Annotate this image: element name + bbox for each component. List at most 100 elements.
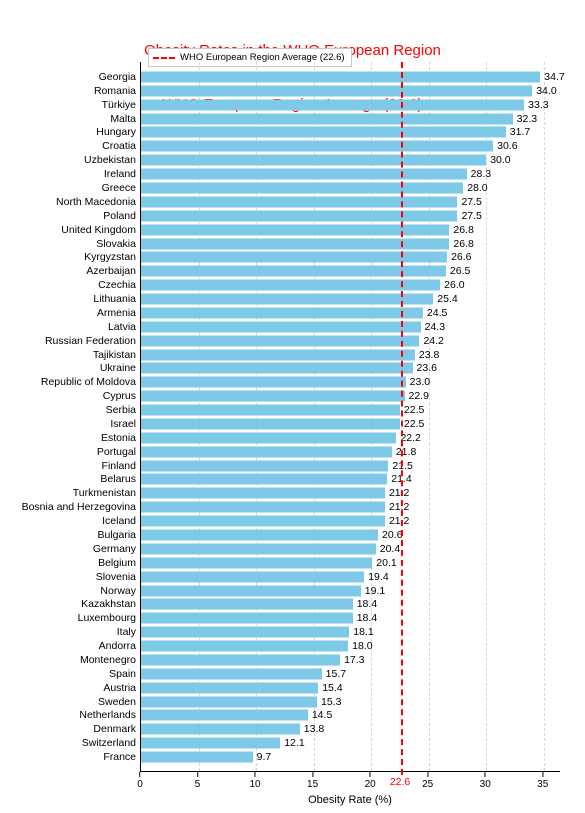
bar-value: 18.0 [352, 640, 372, 652]
bar [141, 654, 340, 665]
bar-value: 15.3 [321, 696, 341, 708]
bar [141, 613, 353, 624]
bar-value: 34.0 [536, 85, 556, 97]
bar [141, 85, 532, 96]
x-tick: 35 [537, 772, 548, 790]
x-tick: 20 [365, 772, 376, 790]
y-tick-label: Georgia [99, 71, 141, 83]
bar-value: 27.5 [461, 210, 481, 222]
bar [141, 155, 486, 166]
y-tick-label: Andorra [99, 640, 141, 652]
y-tick-label: Estonia [101, 432, 141, 444]
y-tick-label: Türkiye [102, 99, 141, 111]
bar [141, 641, 348, 652]
bar [141, 224, 449, 235]
plot-area: Georgia34.7Romania34.0Türkiye33.3Malta32… [140, 62, 560, 772]
bar [141, 405, 400, 416]
y-tick-label: Switzerland [82, 737, 141, 749]
x-tick: 5 [195, 772, 201, 790]
bar [141, 196, 457, 207]
y-tick-label: Luxembourg [78, 612, 141, 624]
bar-value: 22.2 [400, 432, 420, 444]
y-tick-label: Lithuania [93, 293, 141, 305]
y-tick-label: Italy [117, 626, 141, 638]
y-tick-label: Belarus [100, 473, 141, 485]
y-tick-label: Republic of Moldova [41, 376, 141, 388]
bar [141, 363, 413, 374]
average-line-label: 22.6 [390, 776, 410, 788]
bar [141, 543, 376, 554]
bar-value: 21.2 [389, 515, 409, 527]
x-tick: 30 [480, 772, 491, 790]
bar-value: 26.8 [453, 238, 473, 250]
bar-value: 24.5 [427, 307, 447, 319]
y-tick-label: Montenegro [80, 654, 141, 666]
y-tick-label: Austria [103, 682, 141, 694]
bar [141, 391, 405, 402]
bar-value: 26.5 [450, 265, 470, 277]
bar [141, 307, 423, 318]
bar-value: 18.1 [353, 626, 373, 638]
bar [141, 113, 513, 124]
bar-value: 22.5 [404, 418, 424, 430]
y-tick-label: Portugal [97, 446, 141, 458]
bar-value: 31.7 [510, 126, 530, 138]
y-tick-label: Netherlands [79, 709, 141, 721]
bar-value: 27.5 [461, 196, 481, 208]
x-tick: 0 [137, 772, 143, 790]
bar [141, 460, 388, 471]
x-tick: 25 [422, 772, 433, 790]
bar [141, 335, 419, 346]
bar-value: 30.6 [497, 140, 517, 152]
bar-value: 19.4 [368, 571, 388, 583]
bar-value: 18.4 [357, 598, 377, 610]
bar [141, 627, 349, 638]
y-tick-label: Germany [93, 543, 141, 555]
bar [141, 682, 318, 693]
bar-value: 17.3 [344, 654, 364, 666]
bar [141, 210, 457, 221]
bar [141, 571, 364, 582]
y-tick-label: Bulgaria [97, 529, 141, 541]
bar-value: 22.5 [404, 404, 424, 416]
bar-value: 26.0 [444, 279, 464, 291]
bar [141, 710, 308, 721]
bar-value: 28.0 [467, 182, 487, 194]
y-tick-label: Slovakia [96, 238, 141, 250]
y-tick-label: Kyrgyzstan [84, 251, 141, 263]
bar-value: 20.4 [380, 543, 400, 555]
bar [141, 668, 322, 679]
bar [141, 599, 353, 610]
y-tick-label: Israel [110, 418, 141, 430]
bar-value: 19.1 [365, 585, 385, 597]
y-tick-label: Denmark [93, 723, 141, 735]
y-tick-label: Poland [103, 210, 141, 222]
bar-value: 21.2 [389, 501, 409, 513]
bar-value: 15.7 [326, 668, 346, 680]
y-tick-label: Romania [94, 85, 141, 97]
bar [141, 238, 449, 249]
bar-value: 18.4 [357, 612, 377, 624]
y-tick-label: Norway [100, 585, 141, 597]
bar [141, 724, 300, 735]
bar-value: 20.6 [382, 529, 402, 541]
y-tick-label: Ireland [104, 168, 141, 180]
bar-value: 33.3 [528, 99, 548, 111]
y-tick-label: Kazakhstan [81, 598, 141, 610]
y-tick-label: North Macedonia [56, 196, 141, 208]
y-tick-label: Latvia [108, 321, 141, 333]
y-tick-label: Croatia [102, 140, 141, 152]
bar-value: 20.1 [376, 557, 396, 569]
bar [141, 696, 317, 707]
bar [141, 752, 253, 763]
bar-value: 23.6 [417, 362, 437, 374]
y-tick-label: Serbia [106, 404, 141, 416]
y-tick-label: Uzbekistan [84, 154, 141, 166]
bar-value: 22.9 [409, 390, 429, 402]
bar [141, 377, 406, 388]
bar-value: 32.3 [517, 113, 537, 125]
bar-value: 23.8 [419, 349, 439, 361]
bar-value: 13.8 [304, 723, 324, 735]
bar-value: 26.8 [453, 224, 473, 236]
bar [141, 557, 372, 568]
